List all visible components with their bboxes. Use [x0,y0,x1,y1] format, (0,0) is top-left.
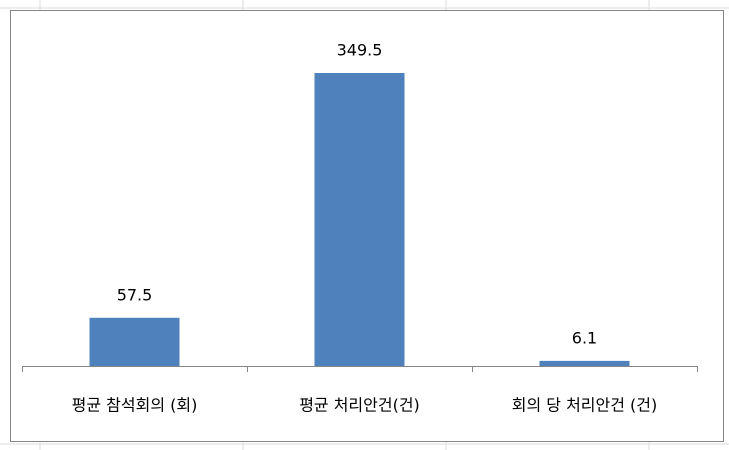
bar [539,360,630,366]
data-label: 57.5 [117,285,153,304]
x-tick-label: 평균 참석회의 (회) [72,396,198,415]
bar [314,73,405,366]
data-label: 6.1 [572,328,597,347]
bar [89,317,180,366]
x-tick-label: 평균 처리안건(건) [299,396,420,415]
data-label: 349.5 [337,41,383,60]
x-tick-label: 회의 당 처리안건 (건) [512,396,658,415]
